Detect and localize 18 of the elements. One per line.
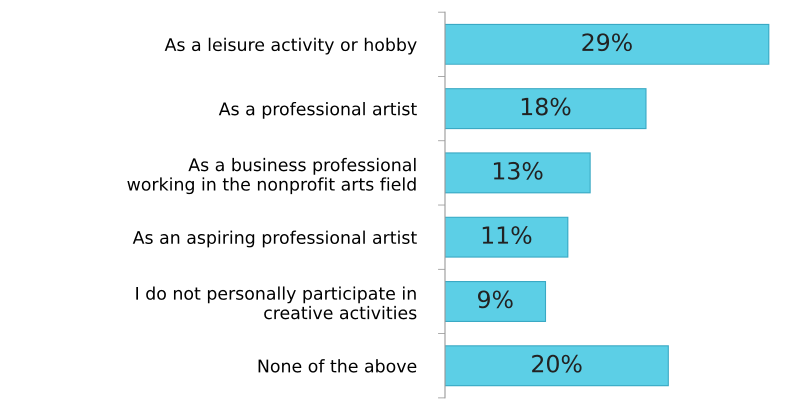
- y-tick-label: As an aspiring professional artist: [132, 230, 417, 248]
- bar: [445, 152, 591, 194]
- bar: [445, 88, 647, 130]
- y-tick-label: As a professional artist: [218, 102, 417, 119]
- y-tick-label: As a leisure activity or hobby: [164, 38, 417, 55]
- bar: [445, 216, 568, 258]
- bar: [445, 345, 669, 386]
- y-tick-label: None of the above: [258, 359, 416, 373]
- data-label: 29%: [582, 33, 632, 52]
- data-label: 18%: [522, 98, 570, 116]
- bar: [445, 24, 770, 65]
- data-label: 20%: [532, 354, 582, 373]
- data-label: 13%: [494, 162, 543, 180]
- data-label: 9%: [478, 290, 513, 308]
- y-tick-label: As a business professional working in the nonprofit arts field: [127, 158, 416, 194]
- data-label: 11%: [482, 226, 532, 244]
- bar: [445, 280, 546, 322]
- y-tick-label: I do not personally participate in creative activities: [136, 286, 416, 320]
